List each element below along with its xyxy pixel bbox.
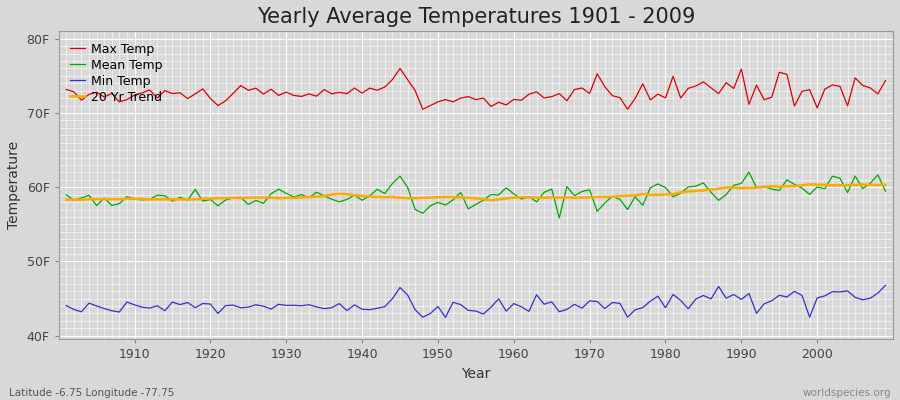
Min Temp bbox=[122, 300, 132, 304]
Mean Temp bbox=[288, 195, 299, 200]
Max Temp bbox=[394, 66, 405, 71]
Line: Min Temp: Min Temp bbox=[67, 285, 886, 317]
Mean Temp bbox=[880, 189, 891, 194]
Min Temp bbox=[880, 283, 891, 288]
20 Yr Trend bbox=[61, 197, 72, 202]
Min Temp bbox=[334, 301, 345, 306]
X-axis label: Year: Year bbox=[461, 367, 491, 381]
20 Yr Trend bbox=[805, 182, 815, 187]
Max Temp bbox=[880, 78, 891, 83]
Line: Mean Temp: Mean Temp bbox=[67, 172, 886, 218]
Y-axis label: Temperature: Temperature bbox=[7, 141, 21, 230]
Mean Temp bbox=[743, 170, 754, 174]
20 Yr Trend bbox=[516, 195, 526, 200]
20 Yr Trend bbox=[486, 198, 497, 203]
Min Temp bbox=[508, 301, 519, 306]
Min Temp bbox=[440, 315, 451, 320]
20 Yr Trend bbox=[334, 192, 345, 196]
Text: Latitude -6.75 Longitude -77.75: Latitude -6.75 Longitude -77.75 bbox=[9, 388, 175, 398]
Min Temp bbox=[61, 303, 72, 308]
Max Temp bbox=[334, 90, 345, 95]
Max Temp bbox=[418, 107, 428, 112]
Mean Temp bbox=[500, 186, 511, 190]
Line: 20 Yr Trend: 20 Yr Trend bbox=[67, 184, 886, 200]
Text: worldspecies.org: worldspecies.org bbox=[803, 388, 891, 398]
Max Temp bbox=[288, 93, 299, 98]
Min Temp bbox=[516, 304, 526, 309]
20 Yr Trend bbox=[607, 194, 617, 199]
20 Yr Trend bbox=[122, 196, 132, 201]
Max Temp bbox=[615, 95, 626, 100]
Mean Temp bbox=[554, 216, 564, 220]
Mean Temp bbox=[508, 192, 519, 196]
Mean Temp bbox=[607, 194, 617, 199]
Mean Temp bbox=[61, 192, 72, 197]
Mean Temp bbox=[122, 194, 132, 199]
Max Temp bbox=[516, 98, 526, 103]
Title: Yearly Average Temperatures 1901 - 2009: Yearly Average Temperatures 1901 - 2009 bbox=[256, 7, 695, 27]
20 Yr Trend bbox=[508, 195, 519, 200]
Max Temp bbox=[122, 97, 132, 102]
20 Yr Trend bbox=[880, 182, 891, 187]
Legend: Max Temp, Mean Temp, Min Temp, 20 Yr Trend: Max Temp, Mean Temp, Min Temp, 20 Yr Tre… bbox=[65, 38, 167, 109]
Min Temp bbox=[607, 300, 617, 305]
Mean Temp bbox=[334, 200, 345, 204]
Max Temp bbox=[524, 92, 535, 97]
20 Yr Trend bbox=[288, 196, 299, 200]
Line: Max Temp: Max Temp bbox=[67, 68, 886, 109]
Min Temp bbox=[288, 303, 299, 308]
Max Temp bbox=[61, 87, 72, 92]
